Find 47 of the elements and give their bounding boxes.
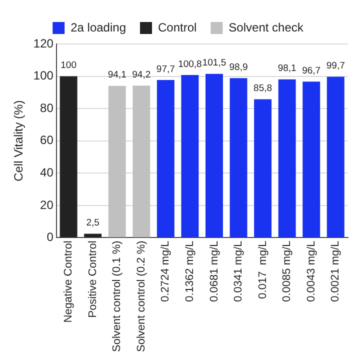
data-label: 101,5 [202, 58, 226, 69]
data-label: 100,8 [178, 58, 202, 70]
bar [254, 99, 272, 238]
data-label: 98,9 [229, 62, 248, 73]
x-tick-label: 0.2724 mg/L [160, 240, 172, 302]
y-tick-label: 60 [40, 133, 54, 148]
bar [84, 234, 102, 238]
y-axis-title: Cell Vitality (%) [12, 100, 26, 182]
y-tick-label: 40 [40, 165, 54, 180]
bar [181, 74, 199, 238]
data-label: 97,7 [156, 64, 175, 75]
bar [205, 74, 223, 238]
x-tick-label: 0.0681 mg/L [208, 240, 220, 302]
data-label: 2,5 [86, 218, 100, 229]
x-tick-label: 0.0341 mg/L [232, 240, 245, 302]
bar [60, 76, 78, 238]
y-tick-label: 120 [33, 36, 54, 50]
bar [278, 79, 296, 238]
data-label: 94,1 [108, 70, 126, 81]
y-tick-label: 0 [46, 230, 54, 244]
bar [132, 86, 150, 238]
y-tick-label: 20 [40, 198, 54, 212]
y-tick-label: 100 [33, 68, 54, 83]
y-tick-label: 80 [40, 100, 54, 115]
data-label: 99,7 [326, 60, 345, 72]
x-tick-label: 0.1362 mg/L [184, 240, 196, 302]
x-tick-label: 0.0043 mg/L [305, 240, 318, 302]
x-tick-label: 0.0021 mg/L [330, 240, 342, 302]
x-tick-label: 0.017 mg/L [256, 240, 269, 299]
x-tick-label: Solvent control (0.1 %) [111, 240, 124, 352]
data-label: 98,1 [278, 63, 296, 74]
x-tick-label: Negative Control [62, 240, 75, 323]
data-label: 94,2 [132, 70, 151, 81]
data-label: 100 [60, 60, 76, 72]
x-tick-label: Solvent control (0.2 %) [135, 240, 148, 352]
legend-label: Control [158, 20, 197, 34]
bar [156, 80, 174, 238]
bar [108, 86, 126, 238]
legend-label: 2a loading [70, 20, 126, 34]
data-label: 96,7 [302, 65, 321, 76]
x-tick-label: Positive Control [86, 240, 99, 318]
bar [230, 78, 248, 238]
bar [302, 82, 320, 238]
legend-label: Solvent check [228, 20, 304, 34]
x-tick-label: 0.0085 mg/L [281, 240, 294, 302]
bar [326, 76, 344, 238]
data-label: 85,8 [254, 83, 272, 94]
